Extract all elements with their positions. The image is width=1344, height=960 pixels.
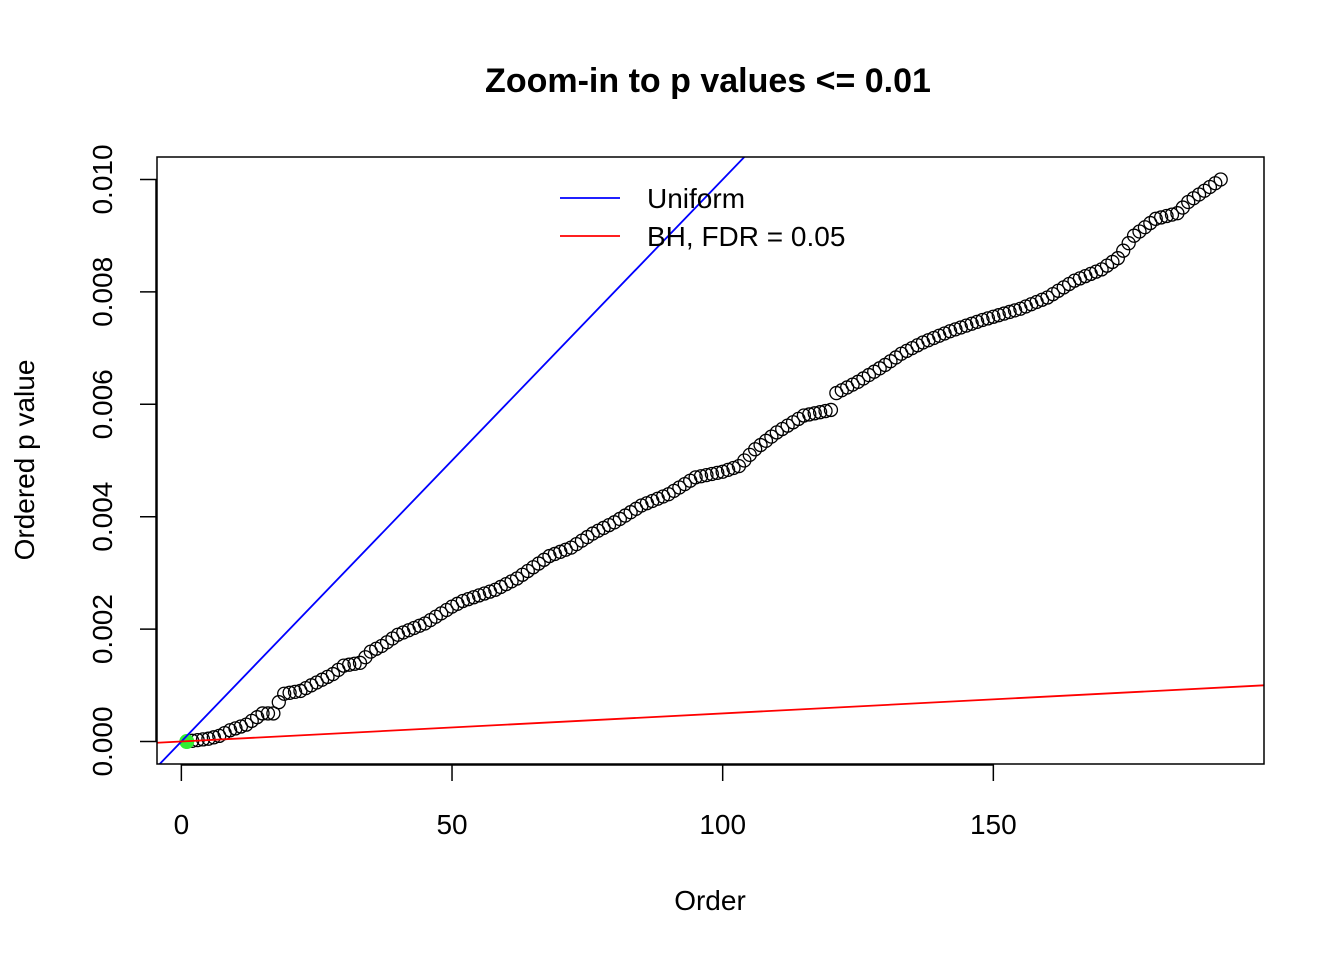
- y-axis-label: Ordered p value: [9, 360, 40, 561]
- bh-fdr-0-05-line: [156, 684, 1265, 744]
- data-point: [807, 406, 822, 421]
- data-point: [1007, 303, 1023, 318]
- legend-label-uniform: Uniform: [647, 183, 745, 214]
- x-tick-label: 150: [970, 809, 1017, 840]
- uniform-line: [159, 156, 745, 765]
- data-point: [1121, 236, 1136, 251]
- y-tick-label: 0.006: [87, 369, 118, 439]
- data-point: [991, 308, 1006, 323]
- data-point: [1116, 243, 1131, 258]
- x-tick-label: 50: [436, 809, 467, 840]
- data-point: [818, 403, 833, 419]
- data-point: [699, 467, 714, 483]
- data-point: [796, 408, 812, 423]
- data-point: [287, 684, 303, 700]
- data-point: [1164, 207, 1180, 222]
- data-point: [277, 686, 292, 701]
- y-tick-label: 0.000: [87, 706, 118, 776]
- legend: Uniform BH, FDR = 0.05: [560, 183, 845, 252]
- data-point: [352, 655, 368, 670]
- y-axis: 0.000 0.002 0.004 0.006 0.008 0.010: [87, 144, 157, 777]
- data-point: [704, 466, 720, 482]
- y-tick-label: 0.008: [87, 257, 118, 327]
- data-point: [812, 405, 828, 420]
- points-layer: [179, 172, 1228, 750]
- data-point: [358, 650, 373, 665]
- data-point: [1213, 172, 1228, 187]
- x-tick-label: 0: [174, 809, 190, 840]
- data-point: [1159, 208, 1174, 224]
- data-point: [742, 447, 757, 463]
- data-point: [1110, 251, 1125, 266]
- data-point: [201, 731, 216, 746]
- data-point: [336, 658, 351, 673]
- data-point: [266, 706, 281, 721]
- data-point: [710, 465, 725, 481]
- data-point: [1148, 211, 1163, 226]
- data-point: [737, 453, 752, 468]
- data-point: [1175, 200, 1190, 215]
- x-axis-label: Order: [674, 885, 746, 916]
- plot-frame: [156, 156, 1265, 765]
- data-point: [997, 306, 1012, 321]
- data-point: [823, 402, 839, 418]
- data-point: [802, 407, 817, 422]
- x-axis: 0 50 100 150: [174, 764, 1017, 840]
- y-tick-label: 0.004: [87, 482, 118, 552]
- data-point: [282, 685, 297, 700]
- data-point: [255, 706, 270, 721]
- data-point: [347, 656, 362, 671]
- data-point: [260, 706, 276, 721]
- data-point: [342, 657, 357, 672]
- y-tick-label: 0.010: [87, 144, 118, 214]
- data-point: [688, 470, 703, 485]
- data-point: [1002, 304, 1017, 320]
- legend-label-bh-fdr-0-05: BH, FDR = 0.05: [647, 221, 845, 252]
- data-point: [986, 309, 1001, 324]
- lines-layer: [156, 156, 1265, 765]
- data-point: [1170, 206, 1185, 221]
- data-point: [980, 311, 996, 326]
- data-point: [975, 312, 990, 328]
- y-tick-label: 0.002: [87, 594, 118, 664]
- data-point: [731, 458, 747, 474]
- data-point: [271, 695, 286, 710]
- chart-title: Zoom-in to p values <= 0.01: [485, 62, 931, 100]
- data-point: [693, 469, 709, 484]
- data-point: [1153, 210, 1169, 225]
- x-tick-label: 100: [699, 809, 746, 840]
